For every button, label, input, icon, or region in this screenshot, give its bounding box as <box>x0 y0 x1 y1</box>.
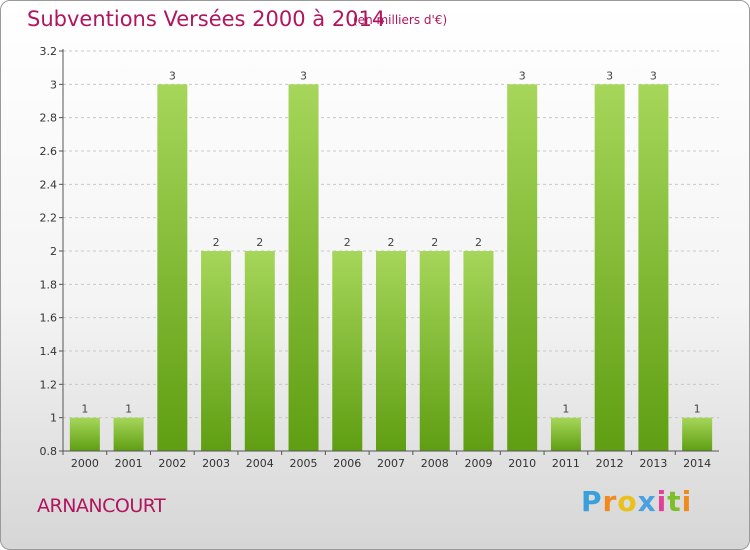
unit-note: (en milliers d'€) <box>353 13 448 27</box>
x-tick-label: 2007 <box>377 457 405 470</box>
bar <box>419 251 450 451</box>
bar <box>550 417 581 451</box>
bar-value-label: 1 <box>125 403 132 416</box>
bar <box>682 417 713 451</box>
y-tick-label: 1 <box>50 412 57 425</box>
bar <box>113 417 144 451</box>
bar <box>332 251 363 451</box>
bar-value-label: 3 <box>169 69 176 82</box>
y-tick-label: 0.8 <box>40 445 58 458</box>
bar-value-label: 2 <box>256 236 263 249</box>
y-tick-label: 2 <box>50 245 57 258</box>
bar <box>288 84 319 451</box>
bar <box>201 251 232 451</box>
bar-value-label: 3 <box>606 69 613 82</box>
x-tick-label: 2004 <box>246 457 274 470</box>
commune-name: ARNANCOURT <box>37 495 166 517</box>
bar-value-label: 3 <box>519 69 526 82</box>
logo-letter: x <box>637 485 657 518</box>
bar <box>69 417 100 451</box>
bar-value-label: 2 <box>344 236 351 249</box>
proxiti-logo: Proxiti <box>581 485 692 518</box>
x-tick-label: 2010 <box>508 457 536 470</box>
x-tick-label: 2009 <box>464 457 492 470</box>
bar-value-label: 3 <box>650 69 657 82</box>
y-tick-label: 2.2 <box>40 212 58 225</box>
bar <box>244 251 275 451</box>
x-tick-label: 2000 <box>71 457 99 470</box>
bar-value-label: 1 <box>81 403 88 416</box>
y-tick-label: 2.6 <box>40 145 58 158</box>
bars: 1 1 3 2 2 3 2 2 2 2 3 1 3 3 1 <box>69 69 713 451</box>
x-tick-label: 2002 <box>158 457 186 470</box>
chart-title: Subventions Versées 2000 à 2014 <box>27 7 386 31</box>
bar <box>463 251 494 451</box>
bar-value-label: 2 <box>475 236 482 249</box>
bar <box>638 84 669 451</box>
bar-value-label: 2 <box>431 236 438 249</box>
x-tick-label: 2013 <box>639 457 667 470</box>
bar <box>157 84 188 451</box>
bar-value-label: 3 <box>300 69 307 82</box>
bar-value-label: 2 <box>388 236 395 249</box>
bar-value-label: 1 <box>694 403 701 416</box>
x-tick-label: 2003 <box>202 457 230 470</box>
bar-value-label: 2 <box>213 236 220 249</box>
y-tick-label: 1.6 <box>40 312 58 325</box>
bar <box>594 84 625 451</box>
y-tick-label: 2.8 <box>40 112 58 125</box>
y-tick-label: 3 <box>50 78 57 91</box>
bar <box>376 251 406 451</box>
x-tick-label: 2012 <box>596 457 624 470</box>
y-tick-label: 1.2 <box>40 378 58 391</box>
axes: 0.8 1 1.2 1.4 1.6 1.8 2 2.2 2.4 2.6 2.8 3 3.2 2000 200… <box>40 45 719 470</box>
bar <box>507 84 538 451</box>
x-tick-label: 2001 <box>115 457 143 470</box>
bar-value-label: 1 <box>562 403 569 416</box>
x-tick-label: 2008 <box>421 457 449 470</box>
y-tick-label: 3.2 <box>40 45 58 58</box>
y-tick-label: 2.4 <box>40 178 58 191</box>
y-tick-label: 1.8 <box>40 278 58 291</box>
logo-letter: t <box>667 485 682 518</box>
logo-letter: o <box>617 485 638 518</box>
y-tick-label: 1.4 <box>40 345 58 358</box>
logo-letter: P <box>581 485 603 518</box>
logo-letter: i <box>656 485 668 518</box>
logo-letter: i <box>681 485 693 518</box>
x-tick-label: 2011 <box>552 457 580 470</box>
logo-letter: r <box>602 485 618 518</box>
x-tick-label: 2014 <box>683 457 711 470</box>
x-tick-label: 2006 <box>333 457 361 470</box>
x-tick-label: 2005 <box>290 457 318 470</box>
